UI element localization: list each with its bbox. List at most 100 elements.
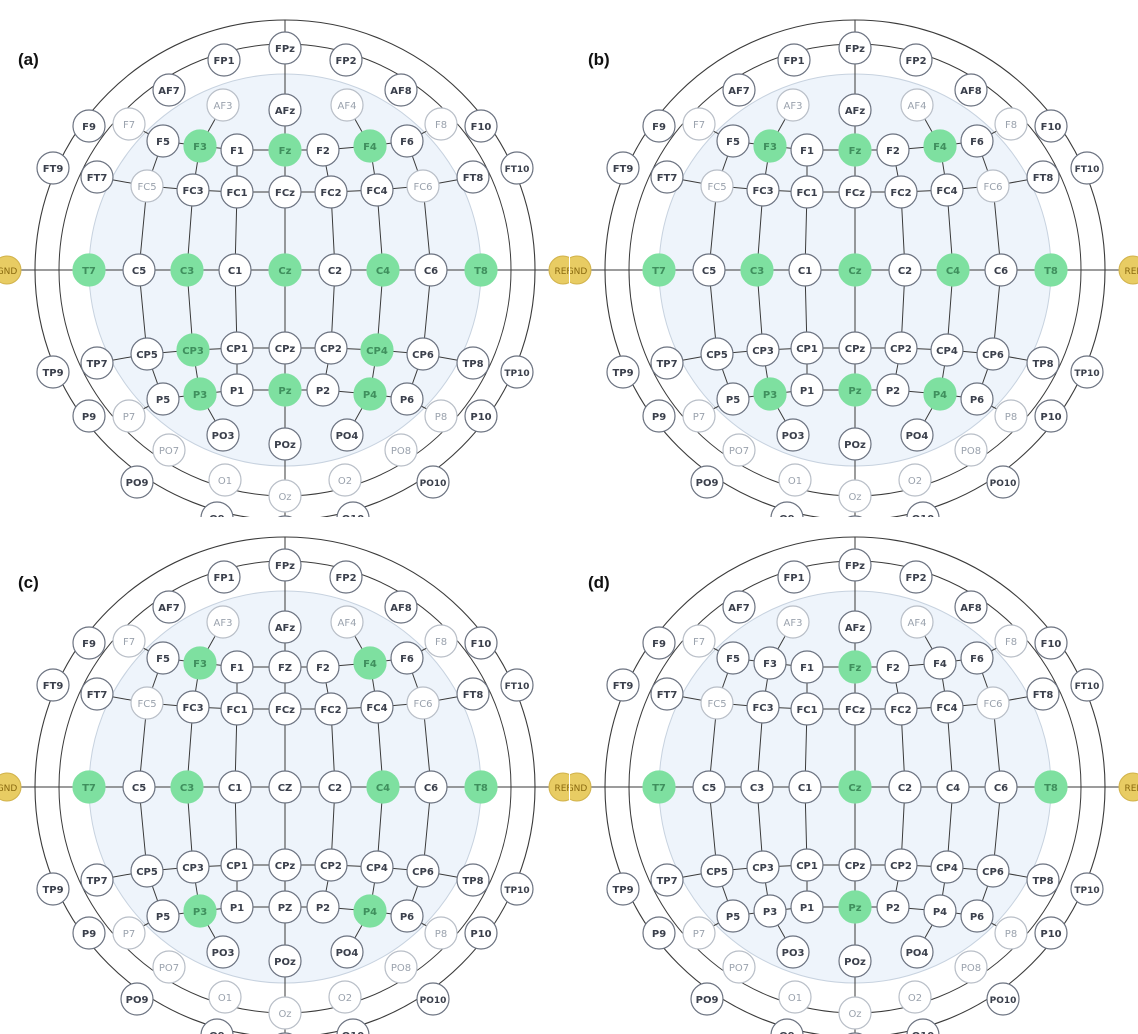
electrode-label: AF7 [728, 603, 750, 614]
electrode-label: F3 [763, 142, 777, 153]
electrode-label: PO7 [729, 963, 749, 974]
electrode-label: FPz [275, 561, 295, 572]
electrode-ft8 [1026, 160, 1060, 194]
electrode-label: TP9 [612, 885, 633, 896]
ref-marker [1118, 772, 1138, 802]
electrode-o9 [200, 501, 234, 517]
electrode-label: CP4 [936, 863, 958, 874]
electrode-label: F6 [400, 654, 414, 665]
electrode-label: O2 [338, 476, 352, 487]
electrode-label: T7 [82, 783, 96, 794]
electrode-label: CP6 [982, 867, 1004, 878]
electrode-label: FC6 [983, 699, 1002, 710]
electrode-tp7 [80, 346, 114, 380]
electrode-af7 [152, 73, 186, 107]
electrode-po4 [900, 418, 934, 452]
electrode-label: C1 [228, 266, 242, 277]
electrode-af4 [900, 88, 934, 122]
electrode-label: FP2 [905, 56, 926, 67]
electrode-label: AFz [275, 623, 296, 634]
electrode-p8 [424, 916, 458, 950]
electrode-po3 [776, 418, 810, 452]
ref-marker [548, 255, 569, 285]
electrode-label: FP1 [213, 56, 234, 67]
gnd-marker [0, 772, 22, 802]
electrode-afz [838, 93, 872, 127]
electrode-label: FT8 [463, 690, 484, 701]
electrode-p10 [1034, 916, 1068, 950]
electrode-af7 [152, 590, 186, 624]
electrode-f2 [876, 650, 910, 684]
electrode-label: P3 [193, 907, 207, 918]
electrode-cpz [268, 331, 302, 365]
electrode-c4 [366, 770, 400, 804]
electrode-af3 [776, 605, 810, 639]
electrode-fpz [268, 548, 302, 582]
electrode-label: FC4 [366, 186, 387, 197]
electrode-label: O1 [218, 993, 232, 1004]
electrode-f2 [876, 133, 910, 167]
electrode-label: AF3 [784, 618, 803, 629]
electrode-c5 [692, 253, 726, 287]
electrode-fc1 [220, 692, 254, 726]
electrode-label: T7 [652, 266, 666, 277]
electrode-f3 [183, 129, 217, 163]
electrode-o2 [328, 463, 362, 497]
electrode-afz [838, 610, 872, 644]
electrode-label: FP2 [905, 573, 926, 584]
electrode-po4 [330, 935, 364, 969]
electrode-label: CP2 [890, 344, 912, 355]
electrode-label: TP9 [42, 885, 63, 896]
electrode-c1 [788, 770, 822, 804]
electrode-p8 [994, 916, 1028, 950]
electrode-label: T7 [652, 783, 666, 794]
electrode-label: FC2 [320, 188, 341, 199]
electrode-t7 [642, 770, 676, 804]
electrode-cp1 [220, 331, 254, 365]
head-map: GND REF FPz FP1 FP2 AF7 AF3 AFz AF4 AF8 F9 F7 F5 F3 F1… [570, 536, 1138, 1034]
electrode-t7 [72, 253, 106, 287]
electrode-fc5 [130, 686, 164, 720]
electrode-tp10 [1070, 355, 1104, 389]
electrode-cp2 [884, 848, 918, 882]
electrode-o2 [328, 980, 362, 1014]
electrode-ft8 [456, 677, 490, 711]
electrode-label: FC4 [936, 186, 957, 197]
electrode-p4 [923, 894, 957, 928]
electrode-label: F9 [82, 639, 96, 650]
electrode-po8 [384, 433, 418, 467]
electrode-label: CP6 [412, 350, 434, 361]
electrode-pz [838, 373, 872, 407]
electrode-cp3 [176, 850, 210, 884]
electrode-ft8 [1026, 677, 1060, 711]
electrode-cp5 [130, 337, 164, 371]
electrode-label: FP2 [335, 56, 356, 67]
electrode-ft9 [606, 668, 640, 702]
electrode-ft7 [650, 677, 684, 711]
electrode-c2 [318, 770, 352, 804]
electrode-label: P8 [1005, 929, 1017, 940]
electrode-label: FP1 [783, 56, 804, 67]
electrode-tp9 [606, 872, 640, 906]
electrode-cpz [838, 848, 872, 882]
electrode-f6 [960, 641, 994, 675]
electrode-fpz [268, 31, 302, 65]
electrode-tp7 [650, 863, 684, 897]
electrode-f4 [923, 646, 957, 680]
electrode-label: O2 [338, 993, 352, 1004]
electrode-label: FT7 [657, 690, 678, 701]
electrode-label: PO3 [212, 948, 235, 959]
electrode-label: AF3 [784, 101, 803, 112]
electrode-ft10 [500, 151, 534, 185]
electrode-label: P1 [230, 386, 244, 397]
gnd-label: GND [0, 784, 17, 794]
electrode-label: AF7 [158, 603, 180, 614]
electrode-label: O2 [908, 993, 922, 1004]
electrode-label: PO8 [961, 446, 981, 457]
electrode-label: PO7 [159, 446, 179, 457]
electrode-label: T8 [474, 266, 488, 277]
electrode-label: FT9 [43, 681, 64, 692]
electrode-cp2 [884, 331, 918, 365]
electrode-ft8 [456, 160, 490, 194]
electrode-tp7 [80, 863, 114, 897]
